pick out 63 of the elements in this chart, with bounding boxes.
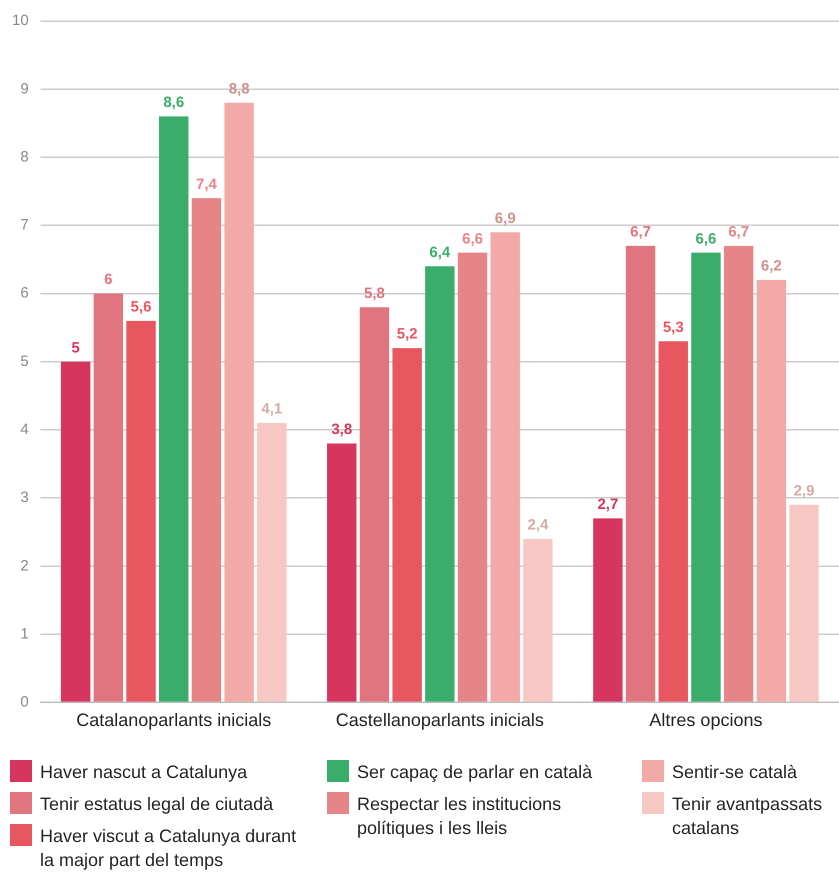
legend-label: Ser capaç de parlar en català (357, 761, 592, 784)
y-tick-label: 7 (20, 216, 29, 234)
y-tick-label: 9 (20, 80, 29, 98)
legend-label: Tenir avantpassats catalans (672, 793, 824, 840)
y-tick-label: 0 (20, 694, 29, 711)
data-label: 2,9 (794, 482, 814, 500)
y-tick-label: 4 (20, 420, 29, 438)
data-label: 6,2 (760, 258, 782, 275)
bar (593, 518, 623, 702)
legend-label: Tenir estatus legal de ciutadà (40, 793, 274, 816)
bar (126, 320, 156, 702)
data-label: 2,4 (527, 516, 549, 534)
bar (691, 252, 721, 702)
data-label: 2,7 (597, 496, 618, 514)
data-label: 6,7 (630, 224, 651, 241)
y-tick-label: 8 (20, 148, 29, 166)
data-label: 8,8 (228, 80, 250, 98)
data-label: 6,4 (429, 244, 451, 261)
data-label: 8,6 (163, 94, 184, 112)
bar (327, 443, 356, 702)
data-label: 6,6 (696, 230, 716, 248)
bar (756, 280, 786, 702)
bar (224, 102, 254, 702)
data-label: 3,8 (331, 421, 352, 438)
bar (159, 116, 188, 702)
data-label: 5,2 (396, 326, 418, 343)
bar (458, 252, 488, 702)
data-label: 6,6 (462, 230, 483, 248)
data-label: 6,7 (728, 224, 750, 241)
legend-label: Respectar les institucions polítiques i les lleis (357, 793, 562, 840)
data-label: 5 (71, 339, 80, 356)
bar (724, 246, 754, 702)
data-label: 5,3 (662, 318, 684, 336)
y-tick-label: 2 (20, 557, 29, 574)
bar (523, 538, 553, 702)
data-label: 6 (104, 271, 113, 288)
data-label: 5,6 (130, 298, 152, 316)
bar (257, 423, 287, 702)
y-tick-label: 10 (12, 12, 29, 30)
bar (94, 294, 124, 702)
data-label: 7,4 (196, 176, 218, 193)
x-tick-label: Castellanoparlants inicials (336, 710, 544, 730)
legend-label: Sentir-se català (672, 761, 798, 784)
data-label: 5,8 (364, 284, 385, 302)
y-tick-label: 6 (20, 284, 29, 302)
y-tick-label: 1 (20, 625, 29, 642)
bar (658, 341, 688, 702)
y-tick-label: 3 (20, 489, 29, 506)
data-label: 4,1 (261, 400, 282, 418)
legend-label: Haver viscut a Catalunya durant la major part del temps (40, 825, 298, 872)
legend-label: Haver nascut a Catalunya (40, 761, 248, 784)
y-tick-label: 5 (20, 352, 29, 370)
bar (60, 362, 90, 702)
data-label: 6,9 (494, 210, 516, 227)
bar (789, 504, 819, 702)
bar (626, 246, 656, 702)
bar (425, 266, 455, 702)
bar (392, 348, 422, 702)
bar (360, 307, 390, 702)
x-tick-label: Catalanoparlants inicials (76, 710, 272, 730)
bar (192, 198, 222, 702)
bar (490, 232, 520, 702)
x-tick-label: Altres opcions (649, 710, 762, 730)
